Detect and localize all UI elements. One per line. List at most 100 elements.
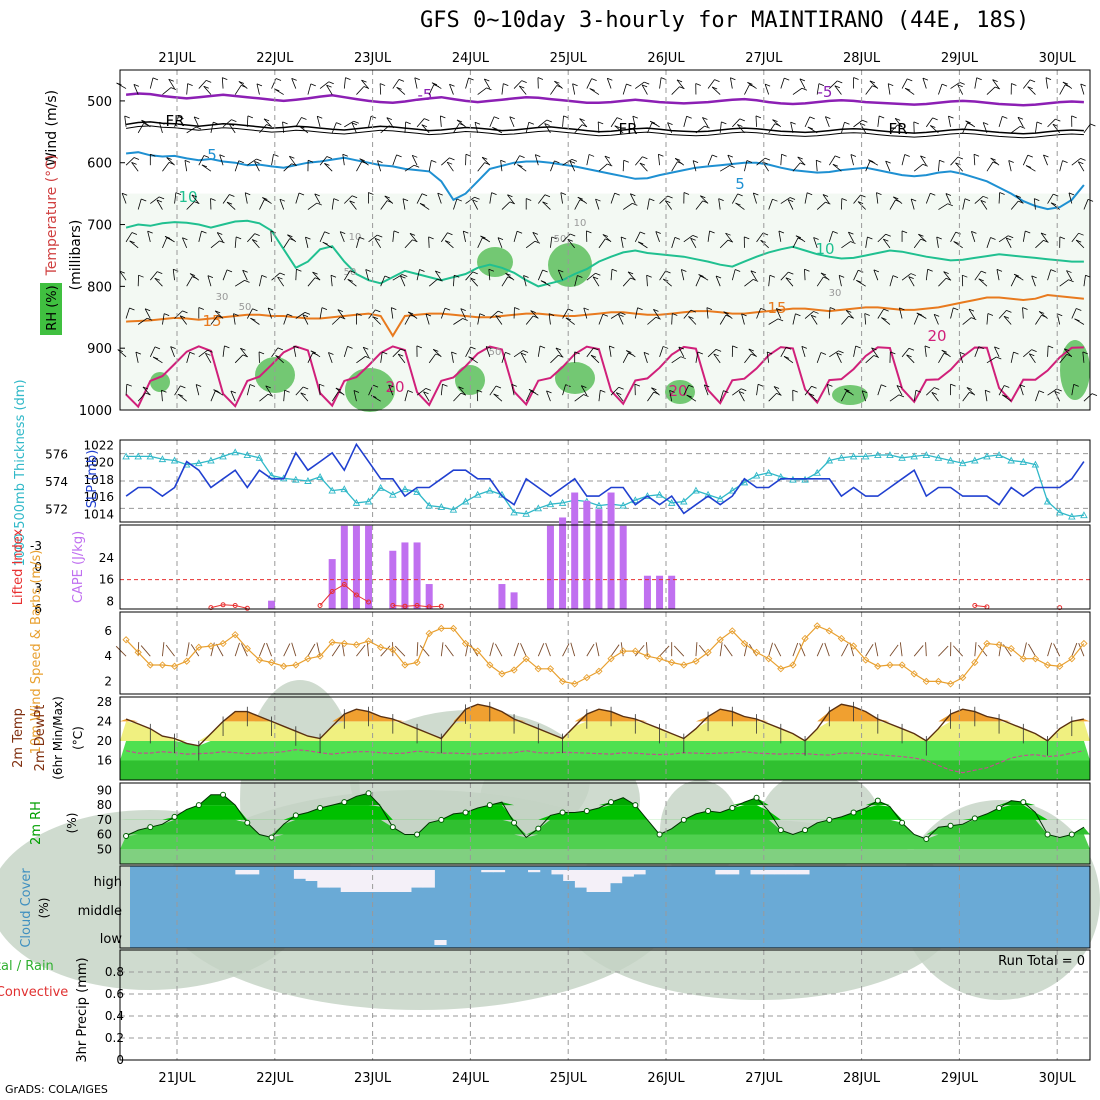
wind-barb [610, 192, 616, 204]
wind-barb-flag [966, 387, 973, 390]
wind-barb-flag [957, 156, 964, 160]
wind-barb [161, 390, 163, 402]
wind-barb [295, 192, 300, 204]
wind-barb [546, 390, 551, 402]
wind-barb-flag [1082, 351, 1088, 355]
wind-barb [162, 237, 168, 249]
rh2m-point [996, 805, 1003, 812]
wind-barb [392, 79, 400, 89]
wind-barb [816, 201, 826, 210]
wind-barb [560, 192, 563, 204]
wind-barb [409, 233, 418, 243]
wind-barb [1083, 275, 1086, 287]
wind10-point [1019, 655, 1027, 663]
wind-barb [428, 236, 430, 248]
thickness-point [316, 472, 324, 480]
wind-barb-flag [950, 383, 956, 387]
y-tick-temp2m: 28 [97, 695, 112, 709]
wind-barb [913, 238, 922, 249]
wind-barb-flag [195, 126, 202, 130]
wind-barb-flag [827, 383, 833, 387]
ylabel-cloud-unit: (%) [37, 898, 51, 919]
cape-bar [571, 492, 579, 609]
wind-barb [572, 83, 576, 95]
wind-barb-flag [1040, 232, 1047, 236]
wind-barb [172, 269, 175, 281]
lifted-index-point [972, 603, 978, 608]
cape-bar [328, 559, 336, 609]
wind10-point [425, 629, 433, 638]
wind-barb [604, 155, 612, 166]
temp-band-lgreen [120, 740, 1090, 761]
wind-barb-flag [1055, 118, 1061, 122]
wind-barb-flag [579, 118, 585, 121]
wind-barb-flag [384, 195, 390, 199]
rh2m-point [753, 794, 760, 801]
wind-barb [780, 271, 789, 281]
wind10-barb [1078, 643, 1085, 657]
wind-barb [1022, 154, 1029, 166]
wind-barb [198, 231, 202, 242]
wind-barb-flag [554, 80, 560, 84]
wind-barb-flag [655, 231, 661, 234]
wind-barb [615, 392, 624, 402]
wind10-point [680, 661, 688, 669]
wind-barb [877, 308, 884, 319]
wind-barb-flag [138, 274, 144, 278]
x-tick-label-top: 28JUL [843, 51, 881, 66]
wind-barb [168, 79, 175, 89]
wind-barb [259, 275, 263, 287]
wind-barb-flag [275, 78, 282, 81]
wind-barb [214, 310, 224, 319]
wind-barb [732, 118, 741, 128]
wind-barb [836, 352, 842, 364]
cloud-high-cell [247, 870, 260, 875]
wind-barb-flag [602, 313, 609, 317]
rh2m-point [1044, 831, 1051, 838]
wind-barb-flag [1043, 239, 1049, 243]
wind-barb [671, 161, 678, 172]
wind10-barb [925, 642, 927, 657]
wind-barb [137, 317, 148, 325]
wind-barb-flag [372, 316, 379, 320]
wind-barb [737, 124, 745, 134]
wind10-point [595, 667, 603, 675]
wind-barb [562, 308, 569, 319]
wind-barb-flag [256, 83, 263, 87]
wind-barb-flag [913, 121, 919, 125]
lifted-index-line [319, 583, 369, 606]
thickness-point [995, 451, 1003, 458]
contour-label: 30 [216, 292, 229, 303]
contour-label: 50 [489, 347, 502, 358]
wind-barb [792, 87, 803, 95]
wind-barb-flag [353, 390, 360, 393]
y-tick-precip: 0.8 [105, 965, 124, 979]
wind-barb [481, 157, 491, 166]
wind-barb [913, 314, 919, 325]
wind-barb [719, 121, 722, 133]
wind10-point [849, 642, 858, 650]
wind10-barb [1028, 643, 1036, 657]
wind-barb-flag [268, 307, 274, 311]
wind-barb [984, 390, 988, 402]
wind-barb [344, 195, 353, 204]
ylabel-millibars: (millibars) [68, 220, 84, 291]
y-tick-upper: 800 [87, 280, 112, 295]
y-tick-temp2m: 24 [97, 714, 112, 728]
wind-barb-flag [732, 345, 738, 349]
wind-barb-flag [147, 230, 153, 234]
wind-barb-flag [228, 123, 235, 127]
cape-bar [389, 550, 397, 609]
wind-barb-flag [258, 351, 265, 355]
wind-barb [764, 84, 770, 95]
wind-barb [955, 162, 963, 172]
wind-barb-flag [495, 315, 501, 318]
thickness-point [837, 453, 846, 461]
cloud-high-cell [422, 870, 435, 888]
wind10-barb [307, 643, 316, 657]
wind-barb [893, 196, 903, 204]
rh2m-point [583, 807, 590, 814]
wind-barb [295, 269, 297, 281]
wind-barb [816, 352, 822, 363]
wind-barb [283, 163, 293, 172]
